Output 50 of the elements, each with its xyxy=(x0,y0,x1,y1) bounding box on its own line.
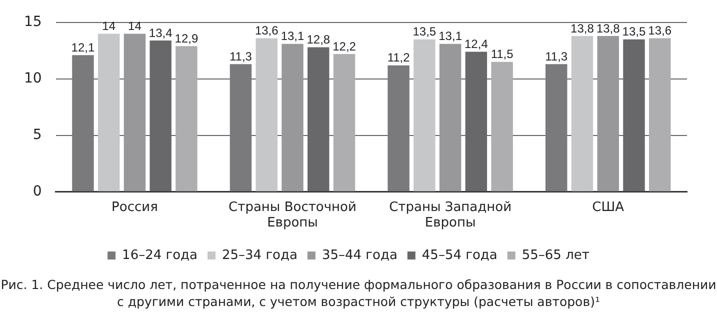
bar xyxy=(388,65,410,192)
x-tick-label: Страны Восточной Европы xyxy=(228,200,356,231)
data-label: 13,6 xyxy=(648,24,672,38)
data-label: 13,4 xyxy=(148,26,173,40)
bar xyxy=(256,38,278,192)
data-label: 12,2 xyxy=(332,39,356,54)
bar xyxy=(491,62,513,192)
data-label: 11,3 xyxy=(230,50,252,64)
data-label: 12,1 xyxy=(71,40,95,54)
y-tick-label: 15 xyxy=(24,14,42,30)
bar xyxy=(414,39,436,192)
data-label: 13,5 xyxy=(412,24,436,39)
legend-label: 25–34 года xyxy=(222,248,298,263)
bar xyxy=(176,46,198,192)
data-label: 11,5 xyxy=(490,47,514,62)
legend-label: 55–65 лет xyxy=(522,248,590,263)
bar xyxy=(597,36,619,192)
y-tick-label: 0 xyxy=(32,183,42,200)
y-tick-label: 5 xyxy=(32,126,42,143)
data-label: 11,3 xyxy=(545,50,568,64)
bar xyxy=(98,34,120,192)
data-label: 12,9 xyxy=(174,31,198,46)
data-label: 12,4 xyxy=(464,37,488,52)
bar xyxy=(124,34,146,192)
legend-label: 45–54 года xyxy=(422,248,498,263)
bar xyxy=(230,64,252,192)
text: Рис. 1. Среднее число лет, потраченное на получение формального образования в России в сопоставлении с другими странами, с учетом возрастной структуры (расчеты авторов)¹ xyxy=(0,276,717,310)
data-label: 13,8 xyxy=(570,21,594,36)
data-label: 11,2 xyxy=(387,50,410,65)
data-label: 13,5 xyxy=(622,24,646,39)
data-label: 14 xyxy=(128,19,142,34)
data-label: 12,8 xyxy=(306,32,330,47)
legend-label: 16–24 года xyxy=(122,248,198,263)
bar xyxy=(439,44,462,192)
bar xyxy=(282,44,304,192)
data-label: 13,1 xyxy=(280,29,305,44)
data-label: 13,8 xyxy=(596,21,620,36)
legend-label: 35–44 года xyxy=(322,248,398,263)
data-label: 14 xyxy=(102,19,116,34)
bar xyxy=(545,64,568,192)
x-tick-label: Страны Западной Европы xyxy=(389,200,512,231)
y-tick-label: 10 xyxy=(24,70,42,87)
bar xyxy=(333,54,356,192)
data-label: 13,6 xyxy=(254,24,279,38)
x-tick-label: Россия xyxy=(112,200,158,215)
bar xyxy=(72,55,94,192)
bar xyxy=(648,38,671,192)
x-tick-label: США xyxy=(592,200,624,215)
data-label: 13,1 xyxy=(438,29,462,44)
bar xyxy=(571,36,594,192)
